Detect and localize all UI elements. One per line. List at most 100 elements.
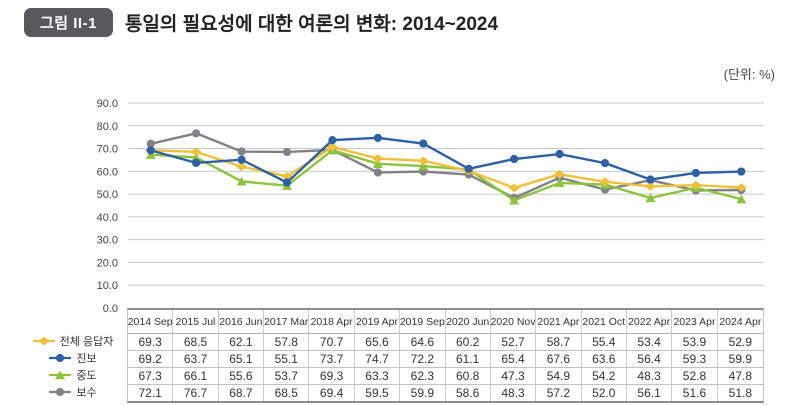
value-cell: 69.4 <box>309 385 355 401</box>
value-cell: 68.5 <box>173 334 219 351</box>
date-column-header: 2021 Apr <box>536 310 582 334</box>
series-line <box>150 148 742 202</box>
value-cell: 54.9 <box>536 368 582 385</box>
data-point-marker <box>599 177 611 187</box>
series-0 <box>145 142 747 193</box>
data-point-marker <box>600 159 610 168</box>
value-cell: 47.3 <box>490 368 537 385</box>
value-cell: 72.2 <box>400 351 446 368</box>
value-cell: 56.1 <box>627 385 673 401</box>
value-cell: 60.2 <box>445 334 491 351</box>
value-cell: 55.4 <box>581 334 627 351</box>
y-axis-tick-label: 10.0 <box>97 280 118 292</box>
data-point-marker <box>737 185 746 195</box>
value-cell: 55.6 <box>218 368 265 385</box>
y-axis-tick-label: 50.0 <box>97 189 118 201</box>
legend-item-3: 보수 <box>20 383 126 400</box>
value-cell: 70.7 <box>309 334 355 351</box>
y-axis-tick-label: 70.0 <box>97 144 118 156</box>
series-1 <box>146 133 746 187</box>
data-point-marker <box>327 145 338 155</box>
value-cell: 57.8 <box>264 334 310 351</box>
data-point-marker <box>145 145 157 155</box>
data-point-marker <box>146 139 155 148</box>
date-column-header: 2023 Apr <box>672 310 718 334</box>
date-column-header: 2015 Jul <box>173 310 219 334</box>
value-cell: 64.6 <box>400 334 446 351</box>
data-point-marker <box>644 181 657 191</box>
data-point-marker <box>463 164 474 174</box>
y-axis-tick-label: 0.0 <box>103 303 118 315</box>
table-row-2: 67.3 66.1 55.6 53.7 69.3 63.3 62.3 60.8 47.3 54.9… <box>128 368 763 385</box>
value-cell: 57.2 <box>536 385 582 401</box>
date-column-header: 2014 Sep <box>128 310 174 334</box>
data-point-marker <box>372 159 383 169</box>
value-cell: 59.5 <box>355 385 401 401</box>
value-cell: 53.4 <box>626 334 673 351</box>
data-point-marker <box>690 180 702 190</box>
date-column-header: 2017 Mar <box>264 310 310 334</box>
data-point-marker <box>56 353 65 362</box>
value-cell: 53.9 <box>672 334 718 351</box>
value-cell: 73.7 <box>309 351 355 368</box>
table-row-1: 69.2 63.7 65.1 55.1 73.7 74.7 72.2 61.1 65.4 67.6… <box>128 351 763 368</box>
data-point-marker <box>282 181 292 190</box>
data-point-marker <box>555 173 564 182</box>
data-point-marker <box>464 164 473 173</box>
data-point-marker <box>237 155 246 164</box>
value-cell: 52.8 <box>672 368 718 385</box>
data-point-marker <box>691 168 700 178</box>
value-cell: 65.6 <box>354 334 401 351</box>
value-cell: 69.3 <box>128 334 174 351</box>
y-axis-tick-label: 80.0 <box>97 121 118 133</box>
data-point-marker <box>646 175 655 184</box>
value-cell: 58.7 <box>536 334 582 351</box>
data-point-marker <box>326 142 339 152</box>
data-point-marker <box>56 387 65 396</box>
value-cell: 61.1 <box>445 351 491 368</box>
figure-number-badge: 그림 II-1 <box>24 8 113 37</box>
legend-label: 중도 <box>76 369 97 382</box>
value-cell: 48.3 <box>491 385 537 401</box>
value-cell: 65.1 <box>218 351 265 368</box>
value-cell: 68.5 <box>264 385 310 401</box>
y-axis-tick-label: 40.0 <box>97 212 118 224</box>
data-point-marker <box>645 193 656 203</box>
triangle-marker-icon <box>49 369 72 379</box>
data-point-marker <box>646 176 655 185</box>
date-column-header: 2016 Jun <box>218 310 265 334</box>
value-cell: 69.2 <box>128 351 174 368</box>
value-cell: 48.3 <box>626 368 673 385</box>
y-axis-tick-label: 60.0 <box>97 166 118 178</box>
value-cell: 51.6 <box>672 385 718 401</box>
value-cell: 63.3 <box>354 368 401 385</box>
chart-data-table: 2014 Sep 2015 Jul 2016 Jun 2017 Mar 2018 Apr… <box>127 308 764 403</box>
date-column-header: 2020 Nov <box>490 310 537 334</box>
data-point-marker <box>510 193 519 203</box>
legend-item-0: 전체 응답자 <box>20 332 126 349</box>
date-column-header: 2021 Oct <box>581 310 627 334</box>
y-axis-tick-label: 30.0 <box>97 235 118 247</box>
legend-item-1: 진보 <box>20 349 126 366</box>
data-point-marker <box>418 161 429 171</box>
data-point-marker <box>555 149 564 159</box>
date-column-header: 2018 Apr <box>309 310 355 334</box>
value-cell: 56.4 <box>626 351 673 368</box>
y-axis-tick-label: 20.0 <box>97 257 118 269</box>
unit-label: (단위: %) <box>723 67 775 82</box>
data-point-marker <box>509 195 520 205</box>
value-cell: 63.6 <box>581 351 627 368</box>
data-point-marker <box>463 166 475 176</box>
legend-label: 진보 <box>76 352 97 365</box>
value-cell: 47.8 <box>717 368 763 385</box>
data-point-marker <box>372 154 384 163</box>
data-point-marker <box>508 183 520 193</box>
data-point-marker <box>737 167 746 176</box>
legend-label: 보수 <box>76 386 97 399</box>
value-cell: 63.7 <box>173 351 219 368</box>
value-cell: 66.1 <box>173 368 219 385</box>
data-point-marker <box>553 169 566 179</box>
circle-marker-icon <box>49 387 72 396</box>
series-3 <box>146 129 746 203</box>
data-point-marker <box>55 369 66 379</box>
